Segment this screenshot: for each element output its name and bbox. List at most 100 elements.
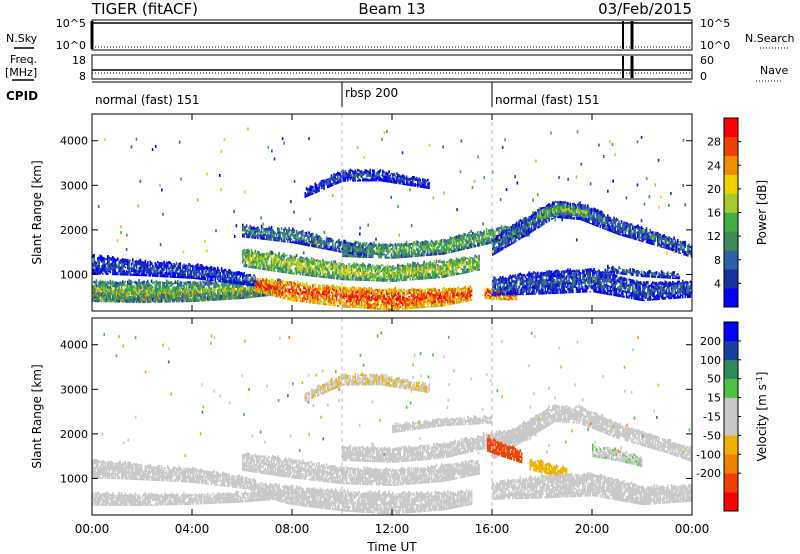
data-cell [362, 268, 364, 271]
data-cell [133, 281, 135, 284]
data-cell [132, 300, 134, 303]
data-cell [457, 286, 459, 290]
data-cell [438, 276, 440, 279]
data-cell [312, 284, 314, 288]
data-cell [403, 290, 405, 292]
data-cell [93, 293, 95, 295]
data-cell [189, 289, 192, 292]
data-cell [164, 285, 167, 289]
data-cell [165, 297, 168, 302]
data-cell [172, 295, 174, 298]
data-cell [148, 290, 150, 294]
data-cell [130, 296, 133, 299]
data-cell [224, 285, 227, 287]
data-cell [152, 287, 154, 292]
data-cell [94, 280, 97, 285]
date-title: 03/Feb/2015 [598, 0, 692, 18]
data-cell [174, 287, 177, 290]
data-cell [335, 273, 338, 275]
beam-title: Beam 13 [358, 0, 425, 18]
data-cell [459, 266, 462, 269]
data-cell [262, 260, 264, 263]
data-cell [217, 295, 219, 299]
data-cell [168, 295, 170, 298]
data-cell [130, 288, 133, 291]
data-cell [143, 296, 145, 301]
data-cell [352, 277, 354, 281]
data-cell [149, 292, 152, 295]
data-cell [224, 295, 227, 299]
data-cell [199, 282, 202, 286]
data-cell [190, 292, 193, 296]
data-cell [237, 298, 239, 300]
data-cell [264, 287, 267, 289]
data-cell [172, 270, 174, 272]
data-cell [134, 289, 137, 292]
data-cell [202, 293, 204, 296]
data-cell [185, 283, 188, 287]
data-cell [122, 290, 124, 292]
data-cell [139, 299, 142, 303]
data-cell [133, 286, 135, 289]
data-cell [478, 257, 480, 262]
data-cell [222, 283, 224, 286]
data-cell [142, 284, 144, 286]
data-cell [185, 281, 188, 284]
data-cell [229, 287, 232, 292]
data-cell [240, 286, 243, 289]
data-cell [138, 279, 140, 283]
data-cell [129, 296, 132, 299]
data-cell [177, 283, 179, 286]
data-cell [232, 295, 234, 299]
data-cell [132, 298, 134, 301]
data-cell [125, 292, 128, 295]
data-cell [157, 290, 159, 293]
data-cell [287, 262, 289, 266]
data-cell [228, 282, 230, 285]
data-cell [200, 282, 203, 284]
data-cell [97, 289, 99, 292]
data-cell [133, 285, 135, 287]
data-cell [205, 291, 208, 295]
data-cell [115, 301, 118, 303]
data-cell [184, 290, 187, 294]
data-cell [200, 287, 203, 290]
data-cell [147, 293, 149, 297]
data-cell [207, 278, 209, 281]
data-cell [109, 296, 112, 299]
data-cell [128, 265, 130, 268]
data-cell [392, 295, 394, 299]
data-cell [172, 288, 174, 293]
data-cell [127, 289, 129, 293]
data-cell [182, 289, 184, 292]
data-cell [307, 294, 309, 298]
data-cell [94, 296, 97, 299]
data-cell [185, 300, 188, 303]
data-cell [173, 282, 175, 284]
data-cell [224, 283, 227, 286]
data-cell [368, 279, 370, 282]
data-cell [248, 295, 250, 299]
data-cell [208, 296, 210, 300]
data-cell [187, 294, 189, 298]
data-cell [114, 287, 117, 291]
data-cell [442, 267, 444, 271]
data-cell [193, 298, 195, 301]
data-cell [207, 294, 209, 297]
data-cell [395, 301, 398, 303]
data-cell [218, 288, 220, 291]
data-cell [220, 282, 223, 287]
data-cell [187, 292, 189, 295]
data-cell [113, 300, 115, 303]
data-cell [179, 282, 182, 286]
data-cell [228, 297, 230, 300]
data-cell [373, 278, 375, 280]
data-cell [195, 300, 198, 302]
data-cell [150, 291, 153, 294]
data-cell [180, 292, 183, 295]
data-cell [120, 285, 123, 288]
data-cell [333, 277, 335, 280]
data-cell [205, 283, 208, 286]
data-cell [218, 297, 220, 299]
data-cell [165, 283, 168, 287]
